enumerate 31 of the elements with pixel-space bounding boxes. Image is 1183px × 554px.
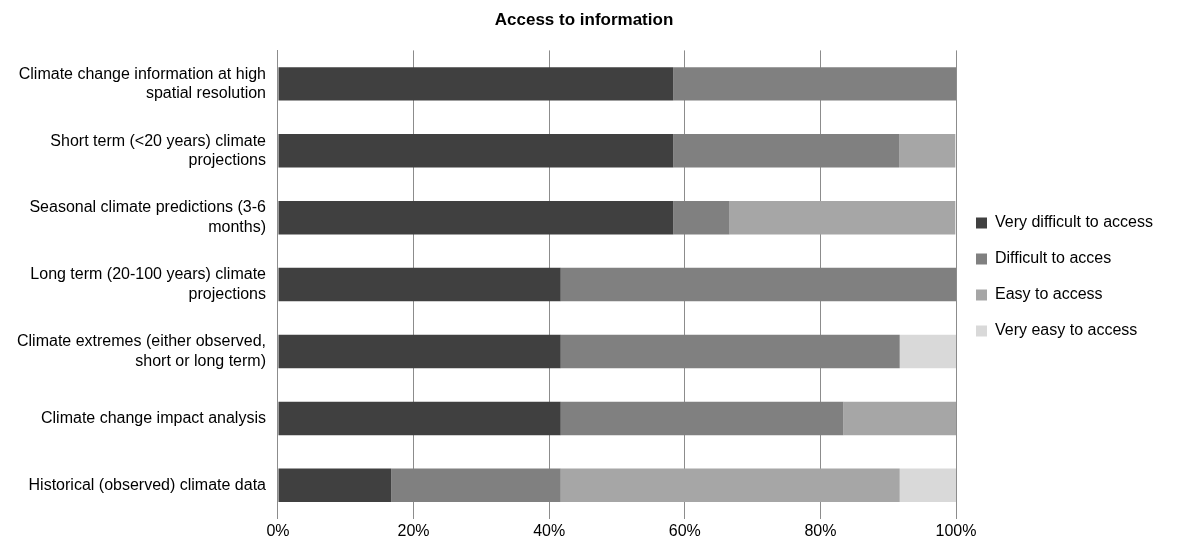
y-tick-label: Long term (20-100 years) climate projections: [30, 265, 267, 302]
x-tick-label: 20%: [397, 521, 430, 539]
bar: [278, 267, 561, 302]
bar: [899, 468, 956, 503]
x-tick-label: 60%: [668, 521, 701, 539]
y-tick-label: Short term (<20 years) climate projections: [50, 131, 267, 168]
bar: [278, 134, 674, 168]
y-tick-label: Seasonal climate predictions (3-6 months): [29, 198, 267, 235]
y-tick-label: Climate extremes (either observed, short or long term): [17, 332, 266, 369]
x-tick-label: 40%: [533, 521, 566, 539]
y-tick-label: Historical (observed) climate data: [28, 475, 267, 493]
legend-label: Easy to access: [995, 285, 1103, 303]
x-tick-label: 0%: [266, 521, 290, 539]
legend-label: Very difficult to access: [995, 213, 1153, 231]
bar: [729, 200, 956, 235]
legend-label: Difficult to acces: [995, 249, 1112, 267]
bar: [278, 468, 392, 503]
y-tick-label: Climate change impact analysis: [40, 408, 266, 426]
y-tick-label: Climate change information at high spatial resolution: [18, 64, 266, 101]
bar: [899, 134, 956, 168]
bar: [278, 401, 561, 436]
x-tick-label: 80%: [804, 521, 837, 539]
x-tick-label: 100%: [935, 521, 977, 539]
legend-label: Very easy to access: [995, 321, 1138, 339]
chart-title: Access to information: [494, 9, 674, 29]
bar: [560, 468, 900, 503]
bar: [843, 401, 956, 436]
bar: [899, 334, 956, 369]
bar: [278, 67, 674, 101]
bar: [278, 200, 674, 235]
bar: [278, 334, 561, 369]
